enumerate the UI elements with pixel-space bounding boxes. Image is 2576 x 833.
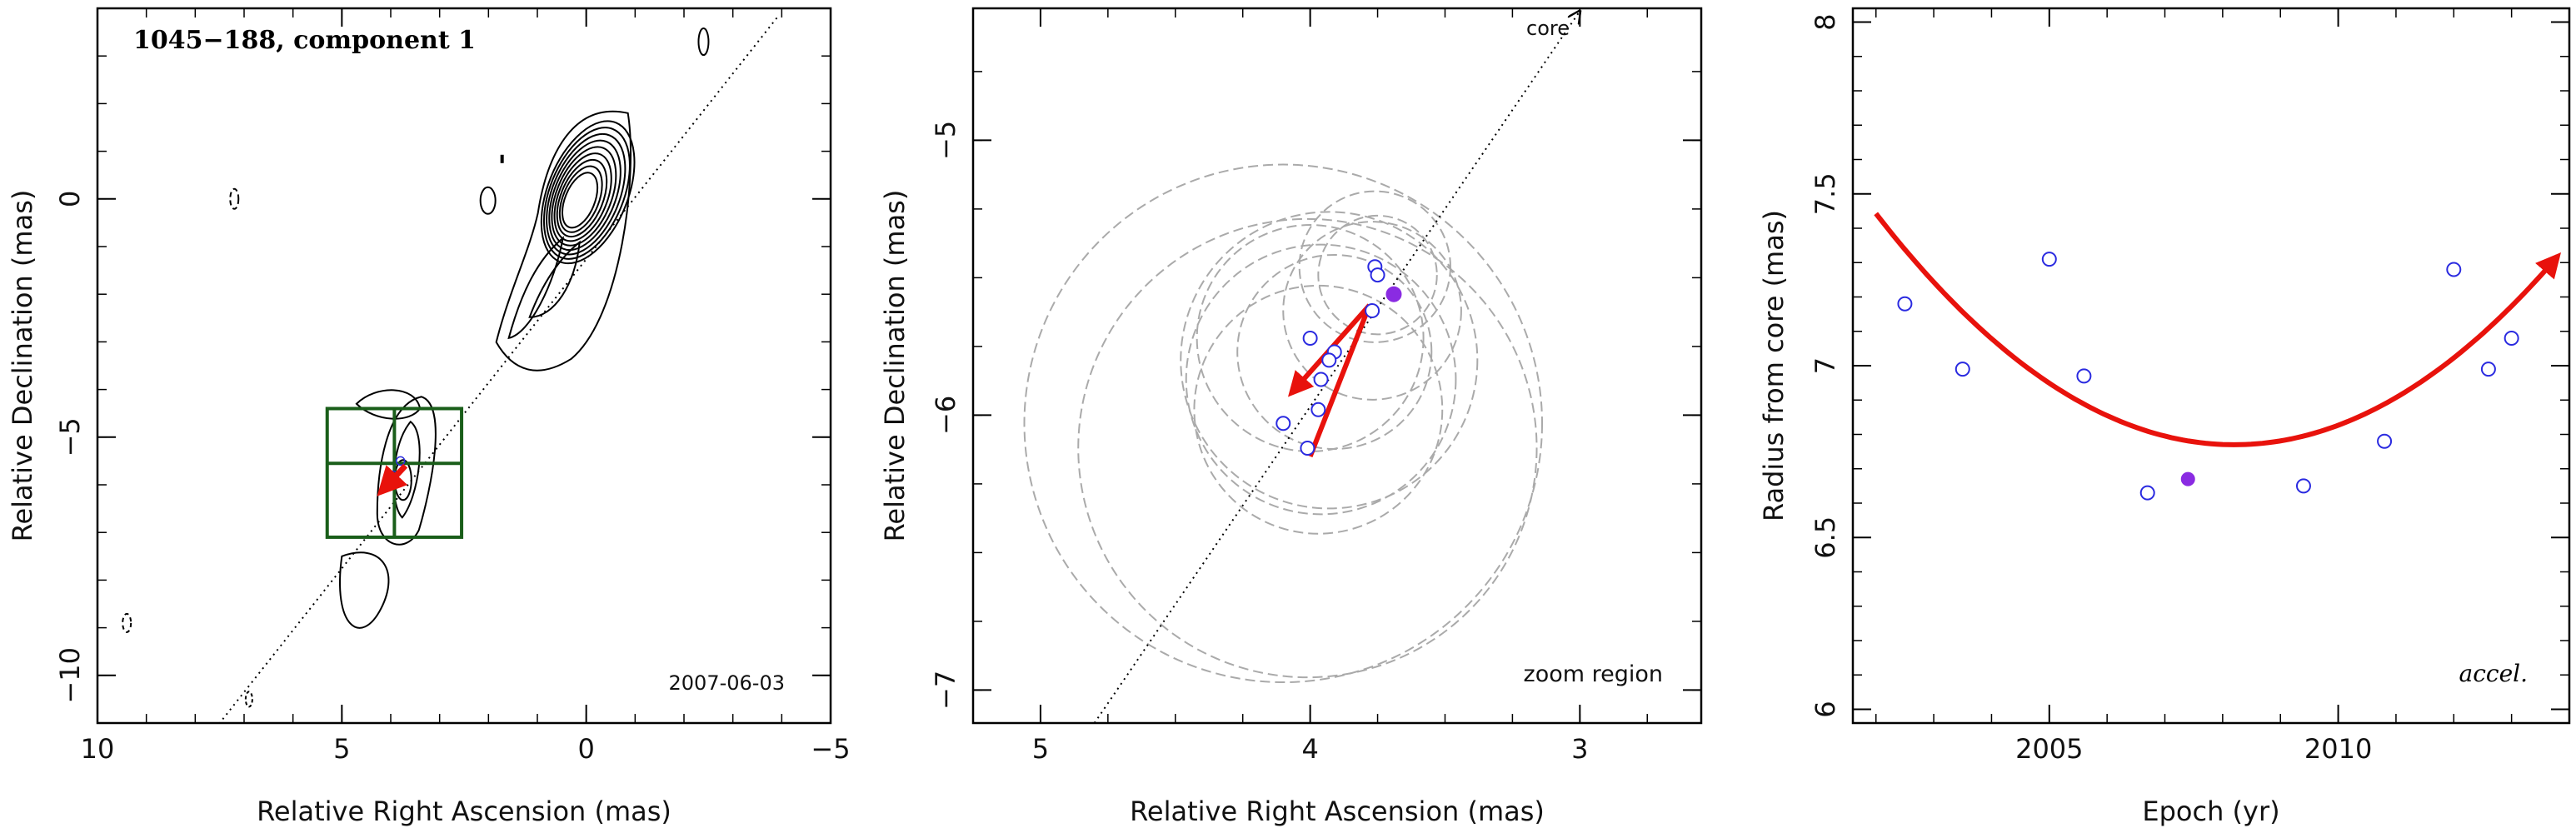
x-tick-label: −5 xyxy=(811,733,850,765)
plot-frame xyxy=(971,7,1703,725)
data-point xyxy=(1302,331,1318,346)
negative-contour xyxy=(122,612,132,633)
panel-zoom-region: 5 4 3 −7 −6 −5 zoom region core Relative Righ… xyxy=(879,7,1703,827)
component-contour xyxy=(355,389,422,420)
uncertainty-circle xyxy=(1282,221,1462,401)
x-tick-label: 2010 xyxy=(2304,733,2372,765)
noise-contour xyxy=(479,186,497,215)
data-point xyxy=(2295,478,2311,494)
core-contour xyxy=(542,127,631,260)
uncertainty-circle xyxy=(1196,224,1425,452)
highlight-point xyxy=(2180,471,2195,486)
negative-contour xyxy=(244,691,253,708)
y-axis-label: Relative Declination (mas) xyxy=(7,190,38,542)
y-tick-label: −6 xyxy=(930,396,961,435)
y-tick-label: 7.5 xyxy=(1810,172,1841,215)
data-point xyxy=(2139,485,2155,501)
date-annotation: 2007-06-03 xyxy=(669,671,785,695)
y-tick-label: 6.5 xyxy=(1810,516,1841,559)
axis-ticks: 10 5 0 −5 −10 −5 0 xyxy=(54,7,851,765)
component-contour xyxy=(339,551,390,629)
data-point xyxy=(2480,362,2496,377)
jet-contour xyxy=(495,110,632,372)
y-tick-label: 7 xyxy=(1810,357,1841,374)
core-contour xyxy=(546,132,627,256)
core-label: core xyxy=(1526,17,1570,40)
uncertainty-circle xyxy=(1193,284,1444,535)
uncertainty-circle xyxy=(1077,217,1538,679)
core-contour xyxy=(556,158,608,238)
data-point xyxy=(1954,362,1970,377)
panel-radius-vs-epoch: 2005 2010 6 6.5 7 7.5 8 accel. Epoch (yr) Radi… xyxy=(1758,7,2571,827)
data-point xyxy=(1300,441,1315,456)
data-point xyxy=(1370,267,1385,283)
plot-frame xyxy=(96,7,832,725)
core-contour xyxy=(548,139,622,252)
zoom-annotation: zoom region xyxy=(1524,661,1663,687)
y-tick-label: −10 xyxy=(54,647,86,704)
x-axis-label: Relative Right Ascension (mas) xyxy=(257,796,671,827)
accel-annotation: accel. xyxy=(2459,660,2528,687)
plot-area xyxy=(1874,212,2562,501)
data-point xyxy=(1313,372,1329,387)
core-contour xyxy=(558,165,603,233)
plot-area xyxy=(1023,11,1580,723)
data-point xyxy=(1276,416,1291,431)
x-tick-label: 2005 xyxy=(2015,733,2083,765)
component-contour xyxy=(376,396,437,546)
jet-direction-line xyxy=(1093,11,1580,723)
y-tick-label: −5 xyxy=(930,121,961,160)
data-point xyxy=(1897,296,1913,312)
data-point xyxy=(1310,402,1326,417)
x-tick-label: 4 xyxy=(1301,733,1318,765)
uncertainty-circle xyxy=(1180,211,1479,510)
y-tick-label: −7 xyxy=(930,671,961,710)
noise-contour xyxy=(500,154,504,163)
y-axis-label: Radius from core (mas) xyxy=(1758,210,1790,521)
fit-curve xyxy=(1874,212,2562,447)
data-point xyxy=(1365,303,1380,318)
uncertainty-circle xyxy=(1236,253,1433,451)
axis-ticks: 2005 2010 6 6.5 7 7.5 8 xyxy=(1810,8,2570,765)
y-tick-label: −5 xyxy=(54,417,86,456)
uncertainty-circle xyxy=(1023,163,1544,684)
y-tick-label: 0 xyxy=(54,191,86,207)
axis-ticks: 5 4 3 −7 −6 −5 xyxy=(930,8,1701,765)
chart-title: 1045−188, component 1 xyxy=(133,26,476,55)
x-tick-label: 3 xyxy=(1571,733,1588,765)
core-contour xyxy=(553,152,612,242)
noise-contour xyxy=(697,27,710,57)
x-axis-label: Epoch (yr) xyxy=(2142,796,2279,827)
highlight-point xyxy=(1385,286,1402,302)
uncertainty-circle xyxy=(1185,243,1457,516)
y-tick-label: 8 xyxy=(1810,13,1841,30)
x-tick-label: 5 xyxy=(1032,733,1049,765)
jet-contour xyxy=(528,240,581,318)
y-axis-label: Relative Declination (mas) xyxy=(879,190,911,542)
data-point xyxy=(2446,262,2462,277)
x-tick-label: 10 xyxy=(81,733,115,765)
data-point xyxy=(2076,368,2092,384)
x-tick-label: 0 xyxy=(577,733,594,765)
jet-direction-line xyxy=(218,17,778,723)
x-axis-label: Relative Right Ascension (mas) xyxy=(1130,796,1545,827)
component-contour xyxy=(392,420,421,519)
motion-arrow xyxy=(377,463,408,496)
x-tick-label: 5 xyxy=(333,733,350,765)
data-point xyxy=(2377,433,2393,449)
plot-area xyxy=(122,17,778,723)
motion-line xyxy=(1307,304,1372,457)
data-point xyxy=(2041,252,2057,267)
data-point xyxy=(1321,352,1337,368)
negative-contour xyxy=(229,187,240,210)
core-contour xyxy=(562,172,599,229)
jet-contour xyxy=(507,236,565,340)
data-point xyxy=(2504,331,2519,346)
panel-contour-map: 10 5 0 −5 −10 −5 0 1045−188, component 1 2007-… xyxy=(7,7,851,827)
uncertainty-circle xyxy=(1317,214,1438,336)
y-tick-label: 6 xyxy=(1810,701,1841,717)
core-contour xyxy=(551,146,617,247)
